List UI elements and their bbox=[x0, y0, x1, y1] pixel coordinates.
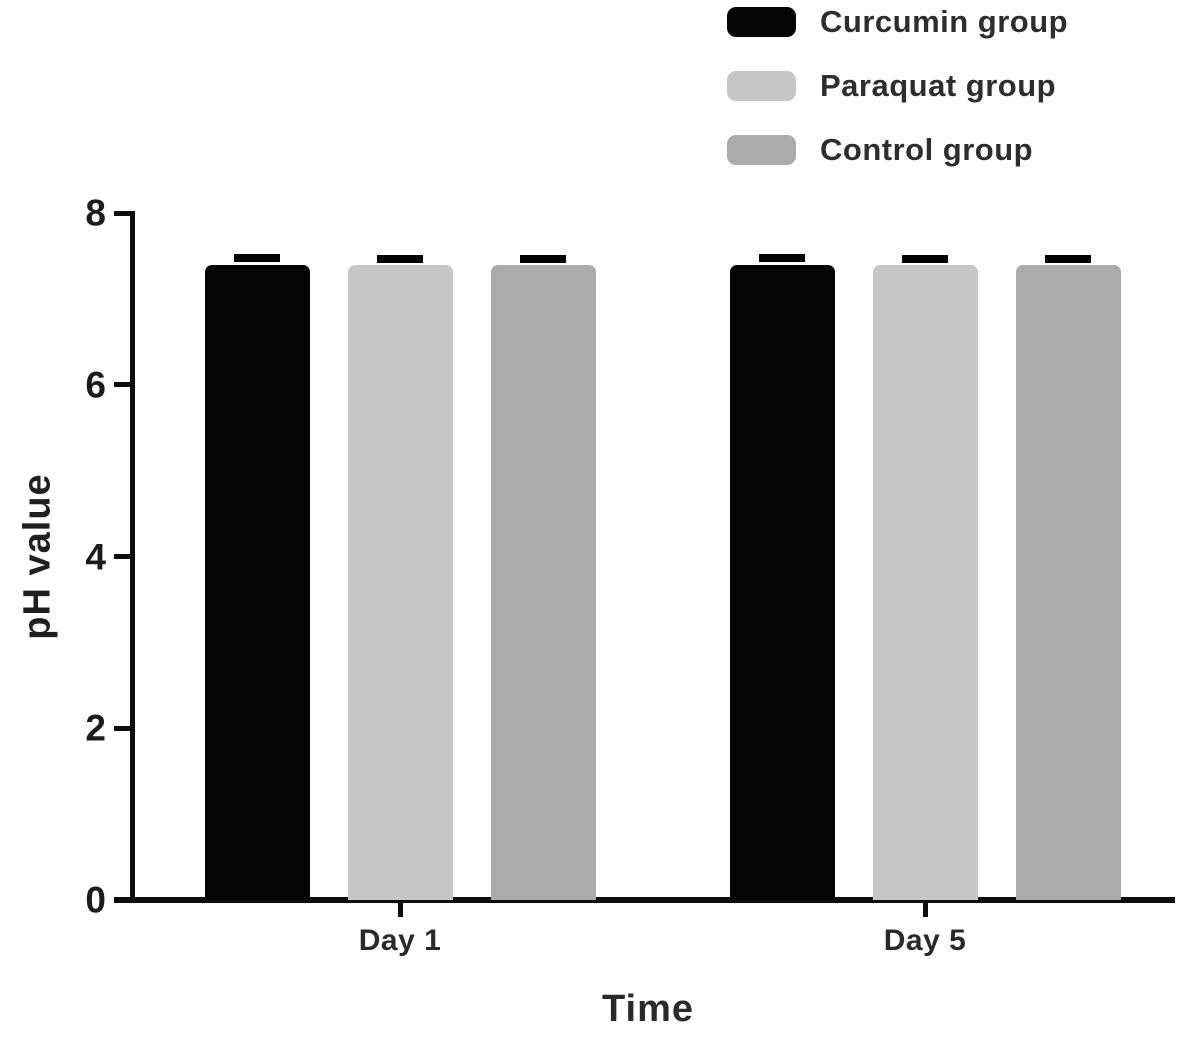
error-bar-paraquat-group-day-5 bbox=[902, 254, 948, 263]
x-axis-title: Time bbox=[601, 988, 694, 1030]
error-bar-curcumin-group-day-5 bbox=[759, 253, 805, 262]
bar-curcumin-group-day-5 bbox=[729, 264, 835, 900]
x-category-label-day-1: Day 1 bbox=[358, 924, 442, 957]
legend-item-curcumin: Curcumin group bbox=[727, 4, 1069, 39]
x-axis-line bbox=[114, 897, 1175, 903]
error-bar-curcumin-group-day-1 bbox=[234, 253, 280, 262]
y-tick-2 bbox=[114, 725, 135, 731]
x-category-label-day-5: Day 5 bbox=[883, 924, 967, 957]
y-tick-label-6: 6 bbox=[85, 364, 106, 406]
bar-control-group-day-5 bbox=[1015, 264, 1121, 900]
legend-item-paraquat: Paraquat group bbox=[727, 68, 1068, 103]
bar-control-group-day-1 bbox=[490, 264, 596, 900]
y-tick-label-0: 0 bbox=[85, 879, 106, 921]
error-bar-control-group-day-1 bbox=[520, 254, 566, 263]
legend-swatch-curcumin bbox=[727, 7, 796, 37]
y-tick-6 bbox=[114, 382, 135, 388]
legend-label-paraquat: Paraquat group bbox=[820, 68, 1057, 103]
legend-item-control: Control group bbox=[727, 132, 1068, 167]
bar-paraquat-group-day-5 bbox=[872, 264, 978, 900]
error-bar-paraquat-group-day-1 bbox=[377, 254, 423, 263]
legend-label-curcumin: Curcumin group bbox=[820, 4, 1069, 39]
x-tick-day-5 bbox=[922, 902, 928, 917]
legend-swatch-control bbox=[727, 135, 796, 165]
y-tick-label-4: 4 bbox=[85, 536, 106, 577]
bar-curcumin-group-day-1 bbox=[204, 264, 310, 900]
legend: Curcumin group Paraquat group Control gr… bbox=[727, 4, 1069, 198]
bar-paraquat-group-day-1 bbox=[347, 264, 453, 900]
y-tick-4 bbox=[114, 554, 135, 559]
y-tick-8 bbox=[114, 210, 135, 216]
y-tick-label-2: 2 bbox=[85, 707, 106, 749]
y-tick-label-8: 8 bbox=[85, 192, 106, 234]
legend-label-control: Control group bbox=[820, 132, 1034, 167]
x-tick-day-1 bbox=[397, 902, 403, 917]
error-bar-control-group-day-5 bbox=[1045, 254, 1091, 263]
legend-swatch-paraquat bbox=[727, 71, 796, 101]
